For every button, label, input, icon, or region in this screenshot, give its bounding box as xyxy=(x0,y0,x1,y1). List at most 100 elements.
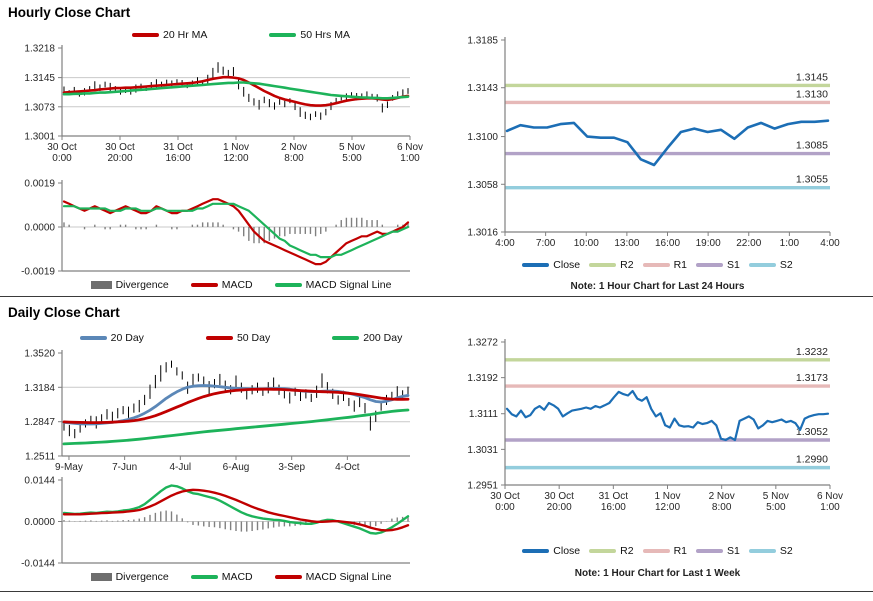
level-label-r2: 1.3145 xyxy=(796,71,828,83)
line-swatch-icon xyxy=(642,549,670,553)
svg-text:30 Oct: 30 Oct xyxy=(105,142,135,153)
hourly-price-legend: 20 Hr MA 50 Hrs MA xyxy=(66,29,416,41)
svg-text:1.3520: 1.3520 xyxy=(24,349,55,360)
hourly-section-title: Hourly Close Chart xyxy=(8,5,131,20)
svg-text:12:00: 12:00 xyxy=(655,502,680,513)
svg-text:6 Nov: 6 Nov xyxy=(397,142,423,153)
daily-note: Note: 1 Hour Chart for Last 1 Week xyxy=(574,568,741,579)
legend-item-macd: MACD xyxy=(190,279,253,291)
line-swatch-icon xyxy=(589,549,617,553)
legend-item-divergence: Divergence xyxy=(90,279,169,291)
level-label-s1: 1.3052 xyxy=(796,426,828,438)
legend-label: MACD xyxy=(221,571,253,583)
hourly-macd-legend: Divergence MACD MACD Signal Line xyxy=(66,279,416,291)
svg-text:5 Nov: 5 Nov xyxy=(339,142,365,153)
series-50-hrs-ma xyxy=(62,81,410,100)
svg-text:1.3058: 1.3058 xyxy=(467,180,498,191)
section-divider xyxy=(0,296,873,297)
legend-item-50-day: 50 Day xyxy=(205,332,271,344)
legend-label: Divergence xyxy=(115,571,169,583)
daily-section-title: Daily Close Chart xyxy=(8,305,120,320)
svg-text:3-Sep: 3-Sep xyxy=(278,462,305,473)
legend-label: 50 Day xyxy=(236,332,271,344)
legend-label: S1 xyxy=(727,545,740,557)
level-label-s2: 1.2990 xyxy=(796,454,828,466)
svg-text:20:00: 20:00 xyxy=(107,153,132,164)
bar-swatch-icon xyxy=(90,281,112,289)
svg-text:1.2951: 1.2951 xyxy=(467,481,498,492)
svg-text:1.3272: 1.3272 xyxy=(467,338,498,349)
svg-text:30 Oct: 30 Oct xyxy=(490,491,520,502)
svg-text:1.2511: 1.2511 xyxy=(25,452,55,463)
legend-item-r2: R2 xyxy=(589,545,634,557)
svg-text:-0.0019: -0.0019 xyxy=(21,267,55,278)
svg-text:16:00: 16:00 xyxy=(655,238,680,249)
legend-item-20-day: 20 Day xyxy=(79,332,144,344)
legend-label: 50 Hrs MA xyxy=(300,29,350,41)
svg-text:1.2847: 1.2847 xyxy=(24,417,55,428)
svg-text:5:00: 5:00 xyxy=(342,153,362,164)
svg-text:1.3001: 1.3001 xyxy=(24,132,55,143)
svg-text:8:00: 8:00 xyxy=(712,502,732,513)
legend-item-divergence: Divergence xyxy=(90,571,169,583)
legend-label: S2 xyxy=(779,545,793,557)
legend-item-s1: S1 xyxy=(696,545,740,557)
svg-text:1:00: 1:00 xyxy=(780,238,800,249)
daily-price-legend: 20 Day 50 Day 200 Day xyxy=(66,332,416,344)
svg-text:0:00: 0:00 xyxy=(495,502,515,513)
line-swatch-icon xyxy=(696,263,724,267)
legend-item-20-hr-ma: 20 Hr MA xyxy=(132,29,207,41)
svg-text:7-Jun: 7-Jun xyxy=(112,462,137,473)
series-50-day xyxy=(62,387,410,424)
svg-text:4:00: 4:00 xyxy=(820,238,840,249)
svg-text:1 Nov: 1 Nov xyxy=(654,491,680,502)
legend-label: MACD xyxy=(221,279,253,291)
legend-label: 20 Hr MA xyxy=(163,29,208,41)
level-label-s1: 1.3085 xyxy=(796,140,828,152)
svg-text:6 Nov: 6 Nov xyxy=(817,491,843,502)
legend-label: Close xyxy=(553,259,581,271)
svg-text:4-Oct: 4-Oct xyxy=(335,462,360,473)
legend-label: 20 Day xyxy=(110,332,144,344)
line-swatch-icon xyxy=(79,336,107,340)
legend-label: S2 xyxy=(779,259,793,271)
svg-text:30 Oct: 30 Oct xyxy=(47,142,77,153)
legend-label: MACD Signal Line xyxy=(305,571,392,583)
svg-text:7:00: 7:00 xyxy=(536,238,556,249)
legend-label: Close xyxy=(553,545,581,557)
line-swatch-icon xyxy=(748,549,776,553)
series-close xyxy=(505,119,830,167)
line-swatch-icon xyxy=(332,336,360,340)
svg-text:1.3031: 1.3031 xyxy=(467,445,498,456)
svg-text:1.3143: 1.3143 xyxy=(467,83,498,94)
level-label-r1: 1.3130 xyxy=(796,88,828,100)
level-label-r2: 1.3232 xyxy=(796,346,828,358)
svg-text:1:00: 1:00 xyxy=(820,502,840,513)
legend-label: R1 xyxy=(673,545,688,557)
svg-text:16:00: 16:00 xyxy=(601,502,626,513)
svg-text:1.3218: 1.3218 xyxy=(24,44,55,55)
line-swatch-icon xyxy=(274,575,302,579)
svg-text:16:00: 16:00 xyxy=(165,153,190,164)
legend-label: S1 xyxy=(727,259,740,271)
legend-item-macd-signal-line: MACD Signal Line xyxy=(274,571,392,583)
svg-text:19:00: 19:00 xyxy=(696,238,721,249)
series-macd-signal-line xyxy=(62,488,410,532)
svg-text:1.3185: 1.3185 xyxy=(467,36,498,47)
svg-text:1.3016: 1.3016 xyxy=(467,228,498,239)
legend-label: R2 xyxy=(620,259,634,271)
bar-swatch-icon xyxy=(90,573,112,581)
line-swatch-icon xyxy=(190,575,218,579)
legend-label: 200 Day xyxy=(363,332,403,344)
daily-macd-svg: -0.0144 0.0000 0.0144 xyxy=(21,476,410,570)
series-macd xyxy=(62,198,410,266)
svg-text:-0.0144: -0.0144 xyxy=(21,559,55,570)
legend-item-s1: S1 xyxy=(696,259,740,271)
svg-text:8:00: 8:00 xyxy=(284,153,304,164)
series-macd-signal-line xyxy=(62,202,410,259)
line-swatch-icon xyxy=(205,336,233,340)
legend-item-close: Close xyxy=(522,259,580,271)
svg-text:30 Oct: 30 Oct xyxy=(544,491,574,502)
legend-item-macd: MACD xyxy=(190,571,253,583)
